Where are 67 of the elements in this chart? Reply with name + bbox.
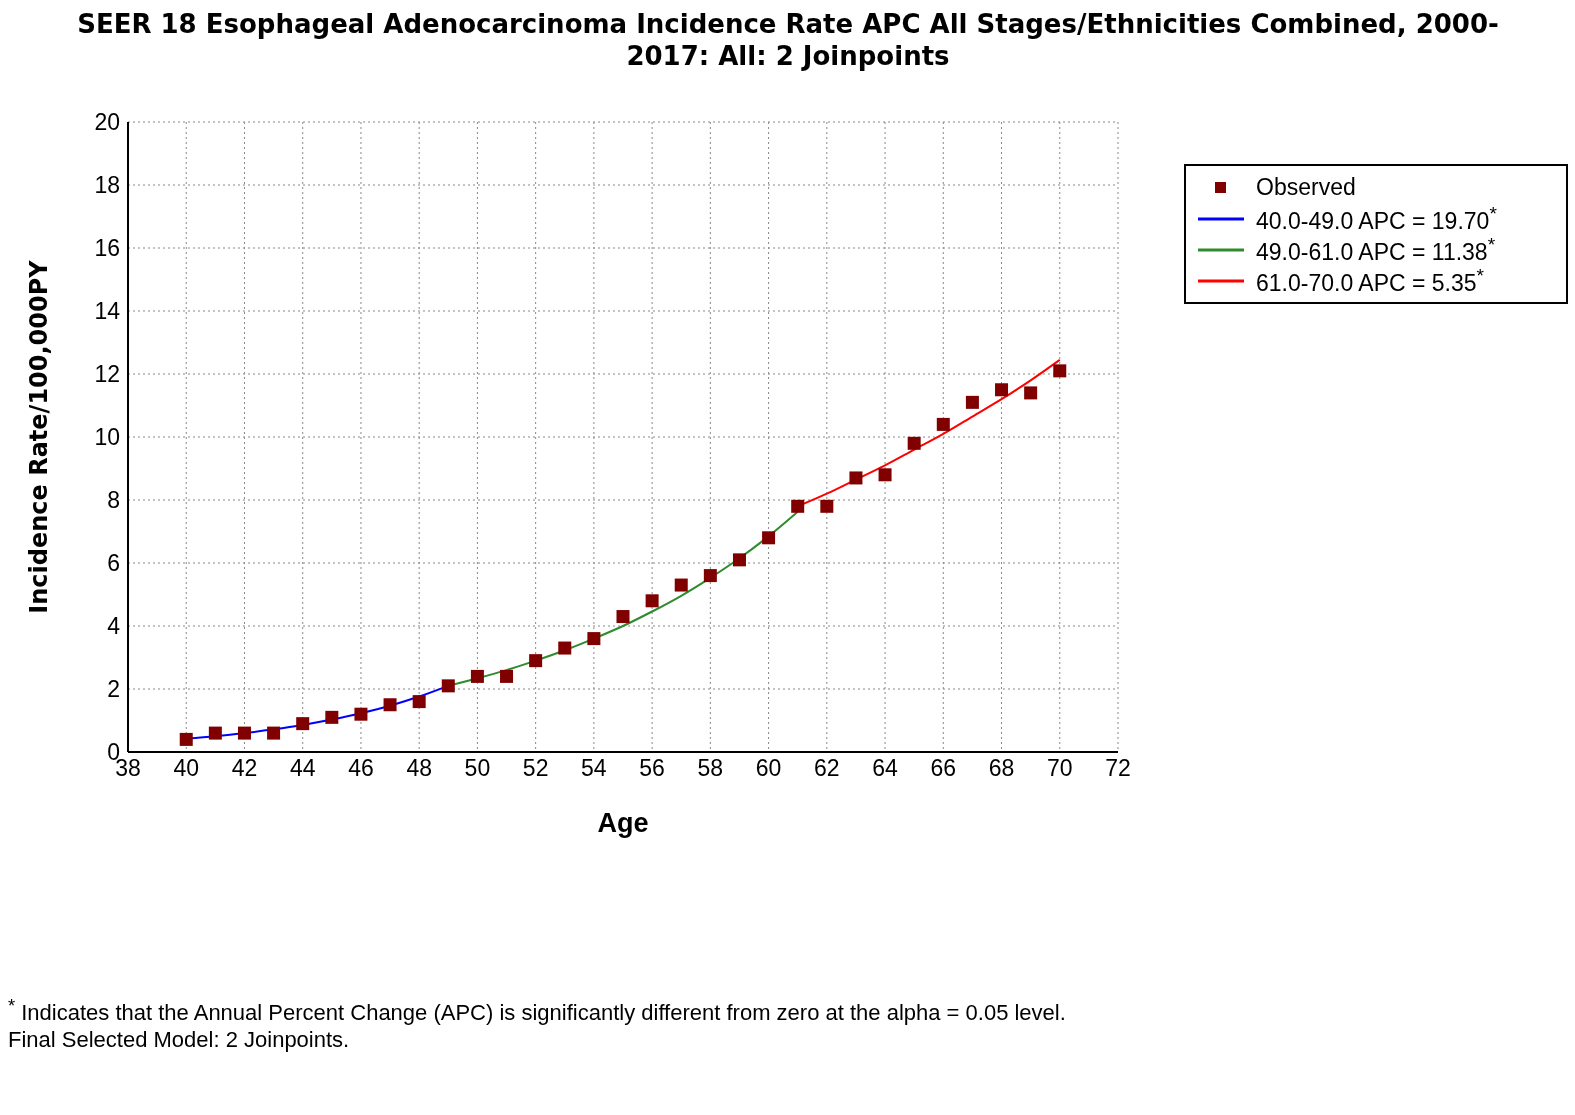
- y-tick-label: 6: [107, 550, 120, 577]
- point: [529, 654, 543, 668]
- y-tick-label: 14: [94, 298, 121, 325]
- x-tick-label: 64: [872, 755, 899, 782]
- y-tick-label: 16: [94, 235, 120, 262]
- y-axis-title: Incidence Rate/100,000PY: [24, 259, 53, 614]
- point: [558, 641, 572, 655]
- point: [965, 395, 979, 409]
- point: [849, 471, 863, 485]
- x-tick-label: 56: [639, 755, 665, 782]
- point: [732, 553, 746, 567]
- point: [820, 499, 834, 513]
- point: [907, 436, 921, 450]
- point: [674, 578, 688, 592]
- x-tick-label: 72: [1105, 755, 1131, 782]
- point: [645, 594, 659, 608]
- x-tick-label: 42: [231, 755, 258, 782]
- x-tick-label: 68: [988, 755, 1015, 782]
- point: [587, 632, 601, 646]
- y-tick-label: 8: [107, 487, 120, 514]
- x-tick-label: 62: [814, 755, 840, 782]
- point: [936, 417, 950, 431]
- x-tick-label: 52: [522, 755, 549, 782]
- point: [1024, 386, 1038, 400]
- point: [791, 499, 805, 513]
- point: [412, 695, 426, 709]
- point: [383, 698, 397, 712]
- y-tick-label: 10: [94, 424, 120, 451]
- legend-label: 49.0-61.0 APC = 11.38$^{*}$: [1256, 233, 1496, 266]
- point: [995, 383, 1009, 397]
- x-axis-title: Age: [597, 808, 649, 838]
- point: [208, 726, 222, 740]
- point: [878, 468, 892, 482]
- point: [179, 732, 193, 746]
- x-tick-label: 46: [348, 755, 374, 782]
- x-tick-label: 70: [1046, 755, 1073, 782]
- point: [500, 669, 514, 683]
- legend-label: 61.0-70.0 APC = 5.35$^{*}$: [1256, 264, 1485, 297]
- x-tick-label: 44: [289, 755, 316, 782]
- x-tick-label: 40: [173, 755, 200, 782]
- text: $^{*}$ Indicates that the Annual Percent Change (APC) is significantly different from zero at the alpha = 0.05 level.: [8, 994, 1067, 1027]
- point: [354, 707, 368, 721]
- point: [616, 610, 630, 624]
- x-tick-label: 54: [581, 755, 607, 782]
- y-tick-label: 18: [94, 172, 120, 199]
- point: [237, 726, 251, 740]
- x-tick-label: 48: [406, 755, 432, 782]
- legend-label: 40.0-49.0 APC = 19.70$^{*}$: [1256, 202, 1497, 235]
- point: [470, 669, 484, 683]
- y-tick-label: 12: [94, 361, 120, 388]
- point: [325, 710, 339, 724]
- x-tick-label: 50: [464, 755, 491, 782]
- x-tick-label: 60: [755, 755, 782, 782]
- chart-title: SEER 18 Esophageal Adenocarcinoma Incidence Rate APC All Stages/Ethnicities Combined, 2000-2017: All: 2 Joinpoints: [76, 8, 1500, 72]
- point: [296, 717, 310, 731]
- point: [267, 726, 281, 740]
- text: Final Selected Model: 2 Joinpoints.: [8, 1026, 351, 1054]
- point: [1053, 364, 1067, 378]
- point: [762, 531, 776, 545]
- y-tick-label: 2: [107, 676, 120, 703]
- x-tick-label: 66: [930, 755, 957, 782]
- point: [441, 679, 455, 693]
- y-tick-label: 4: [107, 613, 121, 640]
- y-tick-label: 20: [94, 109, 120, 136]
- legend-label: Observed: [1256, 174, 1356, 201]
- point: [703, 569, 717, 583]
- x-tick-label: 58: [697, 755, 724, 782]
